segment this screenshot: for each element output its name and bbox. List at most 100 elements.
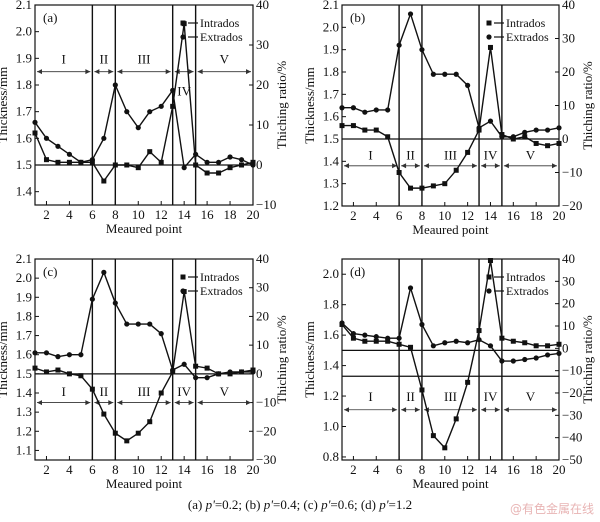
y-tick-label: 1.4 [16,385,33,400]
data-point-square [419,387,425,393]
x-tick-label: 16 [201,207,215,222]
data-point-circle [227,154,233,160]
data-point-circle [373,334,379,340]
legend-square-icon [180,274,186,280]
y-tick-label: 2.1 [323,0,339,12]
y2-tick-label: 10 [562,98,575,113]
data-point-circle [204,375,210,381]
data-point-circle [135,125,141,131]
y-tick-label: 1.5 [323,131,339,146]
arrowhead-left-icon [344,163,349,169]
y2-tick-label: 0 [256,366,263,381]
data-point-square [112,430,118,436]
data-point-square [442,181,448,187]
y2-tick-label: 10 [256,117,269,132]
data-point-circle [55,143,61,149]
arrowhead-right-icon [246,69,251,75]
y2-tick-label: 0 [256,157,263,172]
region-label: IV [177,83,191,98]
data-point-square [89,386,95,392]
legend-circle-icon [180,34,186,40]
legend-square-icon [180,20,186,26]
x-tick-label: 14 [484,462,498,477]
data-point-square [339,123,345,129]
data-point-square [362,127,368,133]
region-label: IV [484,148,498,163]
data-point-square [442,445,448,451]
y-tick-label: 2.1 [16,251,32,266]
data-point-square [499,335,505,341]
x-tick-label: 8 [419,462,426,477]
arrowhead-left-icon [117,69,123,75]
arrowhead-left-icon [94,69,100,75]
series-line-intrados [342,47,560,189]
region-label: V [526,148,536,163]
arrowhead-right-icon [552,407,557,413]
arrowhead-left-icon [37,69,42,75]
region-label: I [62,51,66,66]
arrowhead-left-icon [197,400,203,406]
region-label: II [100,51,109,66]
data-point-square [396,170,402,175]
region-label: I [368,148,372,163]
y-axis-label: Thickness/mm [302,67,317,144]
data-point-square [124,162,130,168]
y2-tick-label: 20 [256,77,269,92]
x-tick-label: 16 [507,462,521,477]
data-point-square [55,159,61,165]
y2-tick-label: −30 [256,452,276,467]
data-point-circle [32,119,38,125]
arrowhead-left-icon [401,163,407,169]
y-tick-label: 1.6 [323,327,340,342]
data-point-square [476,328,482,334]
data-point-square [453,167,459,173]
y-tick-label: 1.3 [323,176,339,191]
y2-tick-label: 20 [562,64,575,79]
data-point-circle [487,343,494,349]
y2-tick-label: 40 [562,251,575,266]
y-tick-label: 2.0 [323,266,339,281]
data-point-circle [396,335,402,341]
data-point-circle [215,159,222,165]
y-tick-label: 1.6 [16,130,33,145]
y-tick-label: 2.1 [16,0,32,12]
arrowhead-right-icon [414,163,420,169]
data-point-square [32,130,38,136]
plot-frame [34,258,254,461]
y-axis-label: Thickness/mm [0,321,10,398]
data-point-square [556,140,562,146]
data-point-circle [350,105,357,111]
data-point-square [350,123,356,129]
legend-label: Extrados [506,30,549,44]
data-point-circle [419,47,425,53]
data-point-circle [544,127,551,133]
data-point-square [124,438,130,444]
x-tick-label: 12 [461,462,474,477]
x-tick-label: 20 [553,208,566,223]
arrowhead-left-icon [423,163,429,169]
arrowhead-right-icon [472,407,478,413]
data-point-circle [442,71,448,77]
x-axis-label: Meaured point [412,222,489,237]
x-tick-label: 18 [224,462,237,477]
arrowhead-right-icon [165,400,171,406]
data-point-square [385,338,391,344]
data-point-circle [193,375,199,381]
data-point-circle [430,71,436,77]
data-point-circle [112,82,118,88]
region-label: II [406,148,415,163]
data-point-square [487,258,493,264]
data-point-circle [465,340,471,346]
legend-label: Extrados [506,284,549,298]
plot-frame [341,258,560,461]
x-tick-label: 8 [112,207,119,222]
region-label: II [406,389,415,404]
x-tick-label: 8 [112,462,119,477]
region-label: III [138,51,151,66]
arrowhead-right-icon [494,407,500,413]
data-point-circle [533,127,539,133]
x-tick-label: 2 [43,462,50,477]
x-tick-label: 20 [247,207,260,222]
data-point-square [89,159,95,165]
